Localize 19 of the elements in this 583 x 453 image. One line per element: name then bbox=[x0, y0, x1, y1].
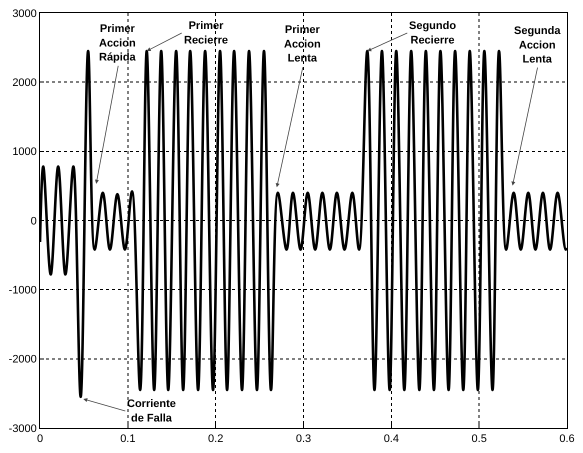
x-tick-label: 0.3 bbox=[296, 433, 312, 446]
x-tick-label: 0.1 bbox=[120, 433, 136, 446]
annotation: Primer Accion Rápida bbox=[99, 23, 137, 64]
x-tick-label: 0.5 bbox=[472, 433, 487, 446]
annotation: Primer Accion Lenta bbox=[284, 24, 321, 65]
y-tick-label: -2000 bbox=[8, 354, 37, 366]
annotation: Segundo Recierre bbox=[409, 20, 456, 46]
annotation: Segunda Accion Lenta bbox=[514, 25, 562, 66]
y-tick-label: 2000 bbox=[12, 77, 37, 90]
y-tick-label: 1000 bbox=[12, 146, 37, 158]
annotation: Corriente de Falla bbox=[127, 398, 176, 424]
x-tick-label: 0.6 bbox=[559, 433, 575, 446]
x-tick-label: 0.4 bbox=[384, 433, 399, 446]
y-tick-label: 3000 bbox=[12, 8, 37, 20]
y-tick-label: -3000 bbox=[8, 422, 37, 435]
y-tick-label: 0 bbox=[30, 215, 37, 228]
y-tick-label: -1000 bbox=[8, 284, 37, 297]
annotation: Primer Recierre bbox=[184, 20, 228, 46]
x-tick-label: 0.2 bbox=[208, 433, 224, 446]
